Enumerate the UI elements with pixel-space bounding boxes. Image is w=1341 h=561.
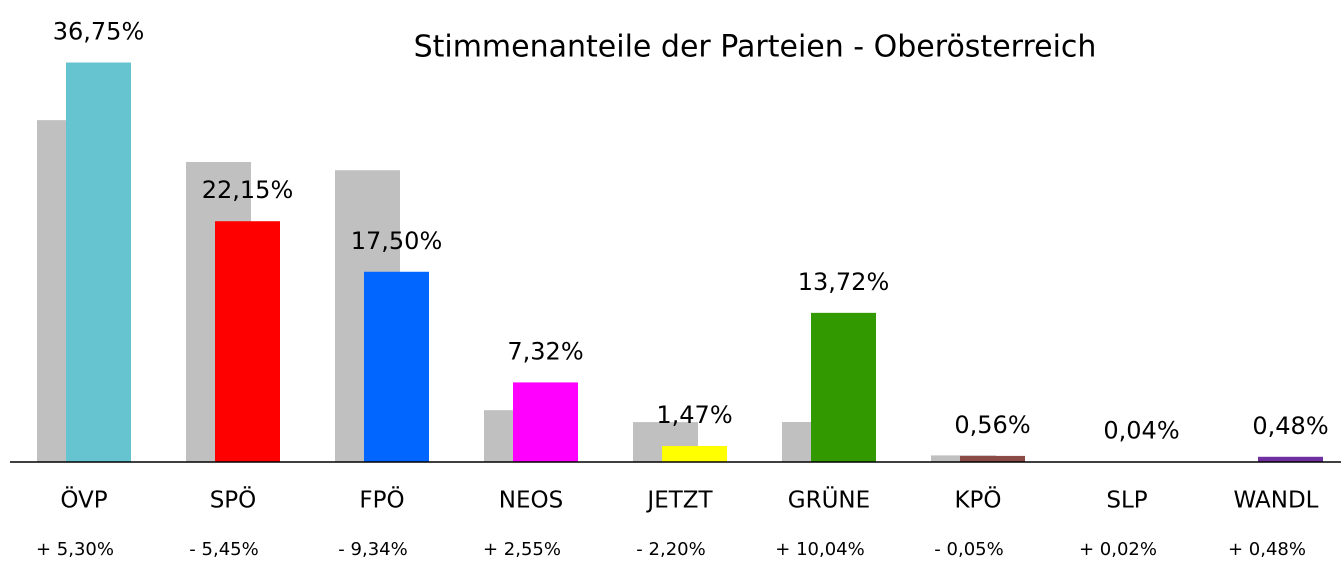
- change-label: - 5,45%: [189, 539, 258, 560]
- x-tick-label: NEOS: [499, 488, 563, 514]
- change-label: + 5,30%: [36, 539, 114, 560]
- bar: [1258, 456, 1323, 462]
- x-tick-label: SPÖ: [210, 486, 257, 514]
- x-tick-label: SLP: [1106, 488, 1147, 514]
- value-label: 0,56%: [954, 411, 1030, 439]
- value-label: 1,47%: [656, 401, 732, 429]
- x-tick-label: FPÖ: [359, 486, 404, 514]
- x-tick-label: ÖVP: [60, 486, 107, 514]
- x-tick-label: GRÜNE: [788, 486, 870, 514]
- value-label: 36,75%: [53, 18, 145, 46]
- change-label: + 0,48%: [1228, 539, 1306, 560]
- change-label: - 2,20%: [636, 539, 705, 560]
- bar: [66, 62, 131, 462]
- change-label: + 10,04%: [775, 539, 864, 560]
- value-label: 0,48%: [1252, 412, 1328, 440]
- x-tick-label: JETZT: [645, 488, 713, 514]
- value-label: 13,72%: [798, 268, 890, 296]
- bar: [364, 271, 429, 462]
- bar: [662, 446, 727, 462]
- value-label: 0,04%: [1103, 417, 1179, 445]
- x-tick-label: KPÖ: [954, 486, 1001, 514]
- value-label: 7,32%: [507, 337, 583, 365]
- value-label: 22,15%: [202, 176, 294, 204]
- bar: [215, 221, 280, 462]
- bar: [811, 312, 876, 462]
- change-label: + 2,55%: [483, 539, 561, 560]
- bar: [960, 455, 1025, 462]
- change-label: + 0,02%: [1079, 539, 1157, 560]
- change-label: - 9,34%: [338, 539, 407, 560]
- x-tick-label: WANDL: [1234, 488, 1319, 514]
- change-label: - 0,05%: [934, 539, 1003, 560]
- chart-title: Stimmenanteile der Parteien - Oberösterr…: [414, 30, 1097, 65]
- bar: [513, 382, 578, 462]
- value-label: 17,50%: [351, 227, 443, 255]
